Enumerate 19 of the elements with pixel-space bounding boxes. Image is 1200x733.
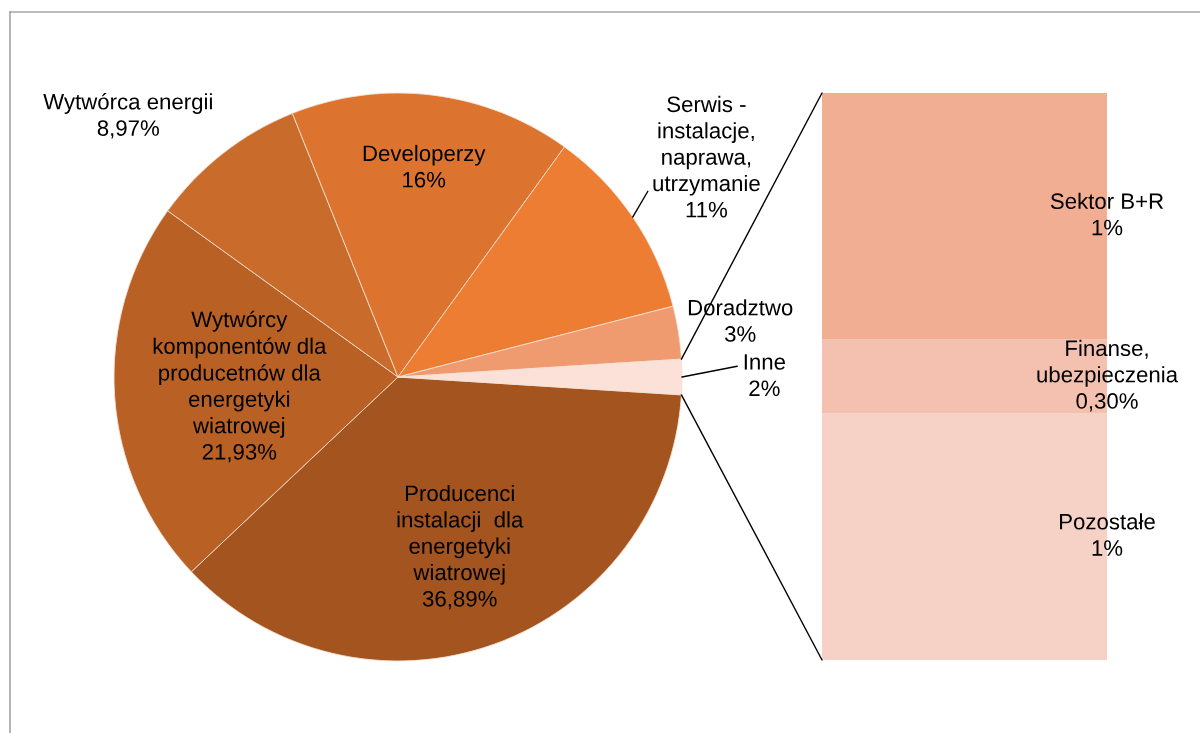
slice-label: Producenci instalacji dla energetyki wiatrowej — [397, 484, 524, 585]
slice-label: Inne — [744, 354, 785, 370]
data-label: 0,30% — [1076, 393, 1138, 412]
slice-label: Developerzy — [363, 144, 486, 166]
slice-label: Serwis - instalacje, naprawa, utrzymanie — [653, 95, 760, 196]
slice-label: Wytwórca energii — [43, 92, 212, 114]
slice-label: Wytwórcy komponentów dla producetnów dla energetyki wiatrowej — [153, 310, 327, 438]
data-label: 3% — [724, 326, 756, 342]
data-label: 1% — [1092, 540, 1123, 556]
data-label: 11% — [686, 201, 728, 218]
data-label: 2% — [749, 380, 780, 397]
series-label: Finanse, ubezpieczenia — [1037, 339, 1179, 387]
data-label: 16% — [403, 171, 446, 188]
series-label: Sektor B+R — [1050, 192, 1164, 210]
data-label: 21,93% — [202, 444, 277, 463]
data-label: 36,89% — [422, 590, 497, 610]
series-label: Pozostałe — [1060, 513, 1155, 530]
data-label: 8,97% — [97, 120, 159, 139]
data-label: 1% — [1092, 219, 1123, 236]
